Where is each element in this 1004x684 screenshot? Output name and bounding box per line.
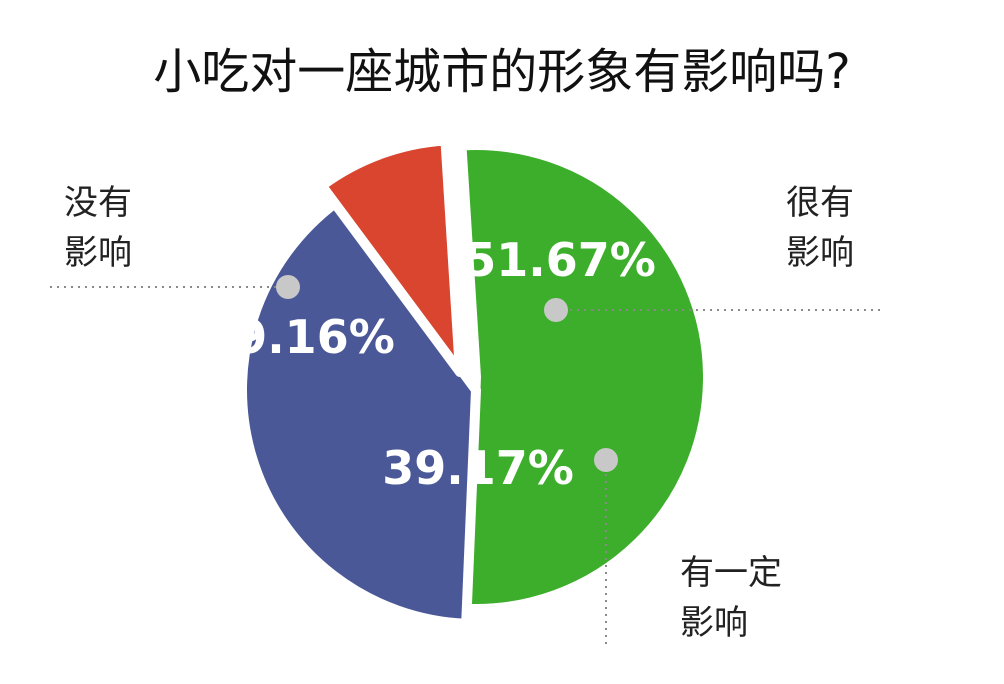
marker-dot-very-influential	[544, 298, 568, 322]
chart-title: 小吃对一座城市的形象有影响吗?	[153, 44, 850, 100]
marker-dot-no-influence	[276, 275, 300, 299]
slice-very-influential	[456, 140, 713, 614]
value-label-no-influence: 9.16%	[235, 310, 395, 364]
category-label-somewhat-influential-line2: 影响	[680, 603, 748, 643]
value-label-somewhat-influential: 39.17%	[382, 441, 574, 495]
category-label-somewhat-influential-line1: 有一定	[680, 553, 782, 593]
category-label-no-influence-line1: 没有	[64, 183, 132, 223]
slice-no-influence	[316, 135, 465, 377]
marker-dot-somewhat-influential	[594, 448, 618, 472]
slice-somewhat-influential	[237, 197, 481, 629]
value-label-very-influential: 51.67%	[464, 233, 656, 287]
category-label-no-influence-line2: 影响	[64, 233, 132, 273]
category-label-very-influential-line2: 影响	[786, 233, 854, 273]
category-label-very-influential-line1: 很有	[786, 183, 854, 223]
